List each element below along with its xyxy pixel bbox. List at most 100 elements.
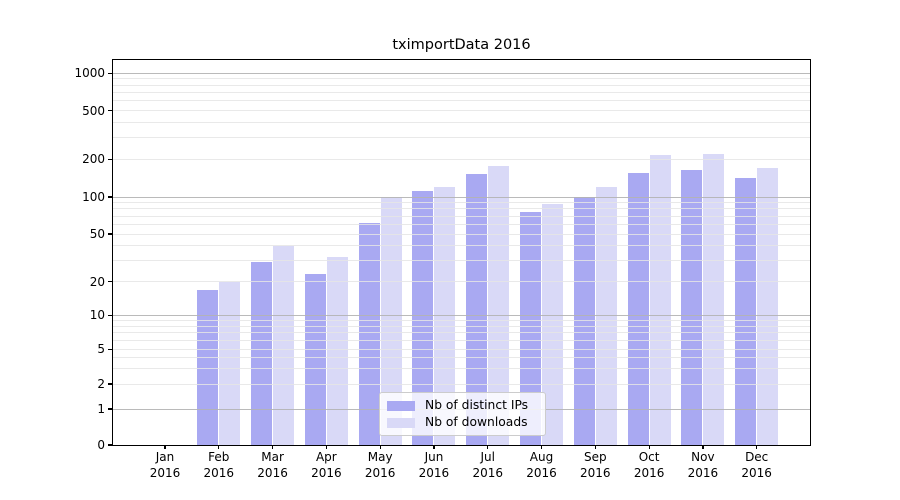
bar-downloads-oct (649, 155, 671, 445)
bar-distinct-ips-jun (412, 191, 434, 445)
minor-gridline (113, 233, 810, 235)
x-label-year: 2016 (418, 465, 450, 480)
y-tick-label: 10 (89, 308, 105, 323)
major-gridline (113, 72, 810, 74)
x-label-year: 2016 (526, 465, 557, 480)
minor-gridline (113, 100, 810, 102)
x-tick-mark (433, 445, 435, 449)
y-tick-mark (108, 281, 112, 283)
x-label-month: Dec (745, 450, 769, 464)
y-tick-label: 20 (89, 274, 105, 289)
x-tick-label: Apr 2016 (294, 450, 358, 481)
x-tick-label: Nov 2016 (671, 450, 735, 481)
legend: Nb of distinct IPs Nb of downloads (379, 392, 546, 436)
minor-gridline (113, 368, 810, 370)
y-tick-mark (108, 196, 112, 198)
bar-distinct-ips-may (358, 222, 380, 445)
x-label-month: Jan (155, 450, 175, 464)
minor-gridline (113, 357, 810, 359)
x-label-month: Nov (691, 450, 715, 464)
major-gridline (113, 314, 810, 316)
x-tick-label: Dec 2016 (725, 450, 789, 481)
y-tick-label: 1 (97, 402, 105, 416)
x-label-year: 2016 (633, 465, 665, 480)
bar-distinct-ips-nov (681, 170, 703, 445)
minor-gridline (113, 245, 810, 247)
bar-distinct-ips-feb (197, 289, 219, 445)
x-label-year: 2016 (149, 465, 181, 480)
x-label-year: 2016 (741, 465, 772, 480)
legend-label-downloads: Nb of downloads (425, 415, 528, 429)
x-tick-label: Sep 2016 (563, 450, 627, 481)
x-tick-mark (218, 445, 220, 449)
y-tick-mark (108, 408, 112, 410)
x-tick-mark (271, 445, 274, 449)
y-tick-mark (108, 110, 112, 112)
x-label-year: 2016 (311, 465, 342, 480)
chart-title: tximportData 2016 (392, 37, 531, 53)
x-label-month: Oct (638, 450, 660, 464)
y-tick-mark (108, 314, 112, 316)
y-tick-mark (108, 348, 112, 350)
minor-gridline (113, 215, 810, 217)
x-label-year: 2016 (687, 465, 719, 480)
y-tick-mark (108, 233, 112, 235)
minor-gridline (113, 339, 810, 341)
bar-distinct-ips-jul (466, 173, 488, 445)
x-label-year: 2016 (257, 465, 288, 480)
x-tick-label: May 2016 (348, 450, 412, 481)
bar-downloads-jul (488, 165, 510, 445)
x-label-month: May (367, 450, 393, 464)
bar-distinct-ips-aug (520, 211, 542, 445)
x-label-month: Jul (480, 450, 495, 464)
x-label-year: 2016 (364, 465, 396, 480)
y-tick-label: 5 (97, 342, 105, 357)
minor-gridline (113, 348, 810, 350)
x-tick-mark (756, 445, 758, 449)
minor-gridline (113, 110, 810, 112)
minor-gridline (113, 122, 810, 124)
bar-downloads-mar (273, 245, 295, 445)
x-label-month: Jun (424, 450, 444, 464)
minor-gridline (113, 84, 810, 86)
bar-distinct-ips-mar (251, 262, 273, 445)
minor-gridline (113, 223, 810, 225)
y-tick-mark (108, 383, 112, 385)
x-label-year: 2016 (472, 465, 503, 480)
x-tick-label: Jan 2016 (133, 450, 197, 481)
bar-distinct-ips-oct (627, 173, 649, 445)
x-tick-label: Jun 2016 (402, 450, 466, 481)
x-tick-mark (164, 445, 166, 449)
x-tick-label: Oct 2016 (617, 450, 681, 481)
bar-downloads-jun (434, 186, 456, 445)
minor-gridline (113, 202, 810, 204)
major-gridline (113, 196, 810, 198)
x-tick-mark (325, 445, 328, 449)
plot-area (113, 60, 810, 445)
y-tick-label: 200 (82, 152, 105, 167)
x-tick-mark (594, 445, 597, 449)
minor-gridline (113, 383, 810, 385)
y-tick-label: 2 (97, 377, 105, 391)
x-label-month: Feb (208, 450, 230, 464)
legend-swatch-downloads (387, 417, 415, 428)
minor-gridline (113, 78, 810, 80)
x-label-month: Mar (261, 450, 284, 464)
minor-gridline (113, 260, 810, 262)
x-tick-mark (540, 445, 543, 449)
minor-gridline (113, 208, 810, 210)
minor-gridline (113, 332, 810, 334)
legend-item-downloads: Nb of downloads (387, 415, 537, 430)
x-tick-label: Jul 2016 (456, 450, 520, 481)
x-tick-label: Aug 2016 (510, 450, 574, 481)
x-tick-mark (702, 445, 704, 449)
bar-distinct-ips-apr (304, 274, 326, 445)
x-label-year: 2016 (203, 465, 235, 480)
bar-distinct-ips-sep (573, 197, 595, 445)
bar-downloads-feb (219, 281, 241, 445)
bar-downloads-dec (757, 168, 779, 445)
y-tick-label: 1000 (74, 66, 105, 81)
minor-gridline (113, 325, 810, 327)
x-label-month: Sep (584, 450, 607, 464)
